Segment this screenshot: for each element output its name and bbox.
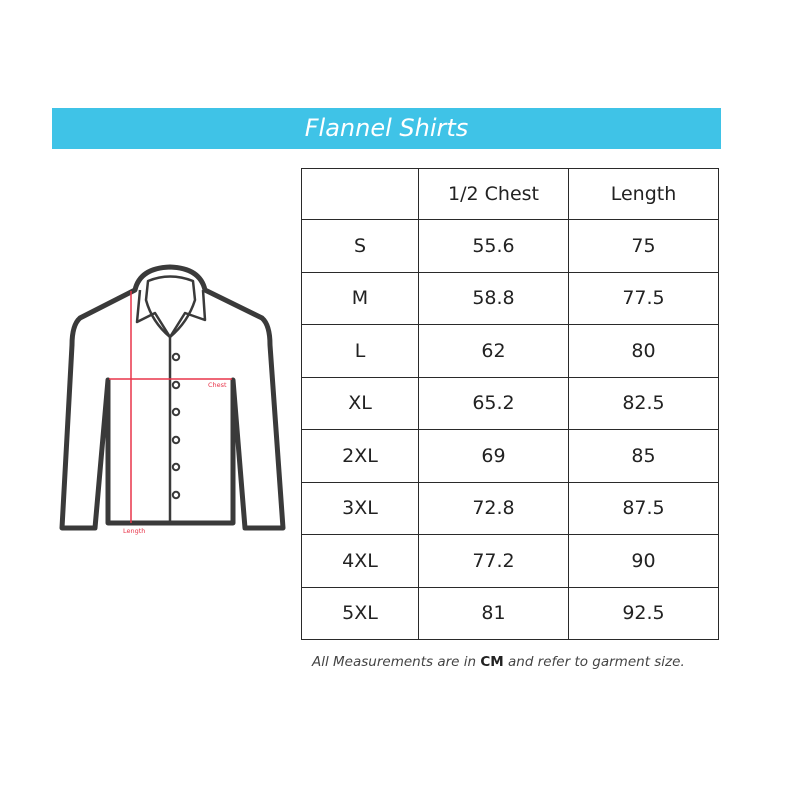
title-banner: Flannel Shirts [52,108,721,149]
chest-cell: 81 [418,586,569,640]
header-cell [301,168,419,220]
size-cell: 3XL [301,481,419,535]
measurement-note: All Measurements are in CM and refer to … [312,654,685,670]
size-cell: 4XL [301,534,419,588]
chest-cell: 62 [418,324,569,378]
table-row: S 55.6 75 [301,219,719,273]
size-cell: M [301,271,419,325]
table-row: XL 65.2 82.5 [301,376,719,430]
table-row: M 58.8 77.5 [301,271,719,325]
length-cell: 77.5 [568,271,719,325]
chest-cell: 77.2 [418,534,569,588]
table-row: 4XL 77.2 90 [301,534,719,588]
size-cell: S [301,219,419,273]
header-cell: Length [568,168,719,220]
table-row: 3XL 72.8 87.5 [301,481,719,535]
table-row: 2XL 69 85 [301,429,719,483]
chest-cell: 72.8 [418,481,569,535]
shirt-buttons [171,352,181,500]
header-cell: 1/2 Chest [418,168,569,220]
shirt-outline [59,264,286,531]
table-row: 5XL 81 92.5 [301,586,719,640]
length-cell: 90 [568,534,719,588]
table-row: L 62 80 [301,324,719,378]
shirt-collar [135,275,207,523]
length-cell: 92.5 [568,586,719,640]
size-cell: L [301,324,419,378]
length-cell: 87.5 [568,481,719,535]
chest-label: Chest [208,381,227,389]
length-cell: 85 [568,429,719,483]
chest-cell: 55.6 [418,219,569,273]
length-cell: 80 [568,324,719,378]
length-cell: 82.5 [568,376,719,430]
size-cell: XL [301,376,419,430]
size-cell: 2XL [301,429,419,483]
length-label: Length [123,527,145,535]
length-cell: 75 [568,219,719,273]
size-chart-table: 1/2 Chest Length S 55.6 75 M 58.8 77.5 L 62 80… [301,168,719,640]
unit-text: CM [480,654,504,670]
table-header-row: 1/2 Chest Length [301,168,719,220]
size-cell: 5XL [301,586,419,640]
chest-cell: 65.2 [418,376,569,430]
chest-cell: 58.8 [418,271,569,325]
chest-cell: 69 [418,429,569,483]
